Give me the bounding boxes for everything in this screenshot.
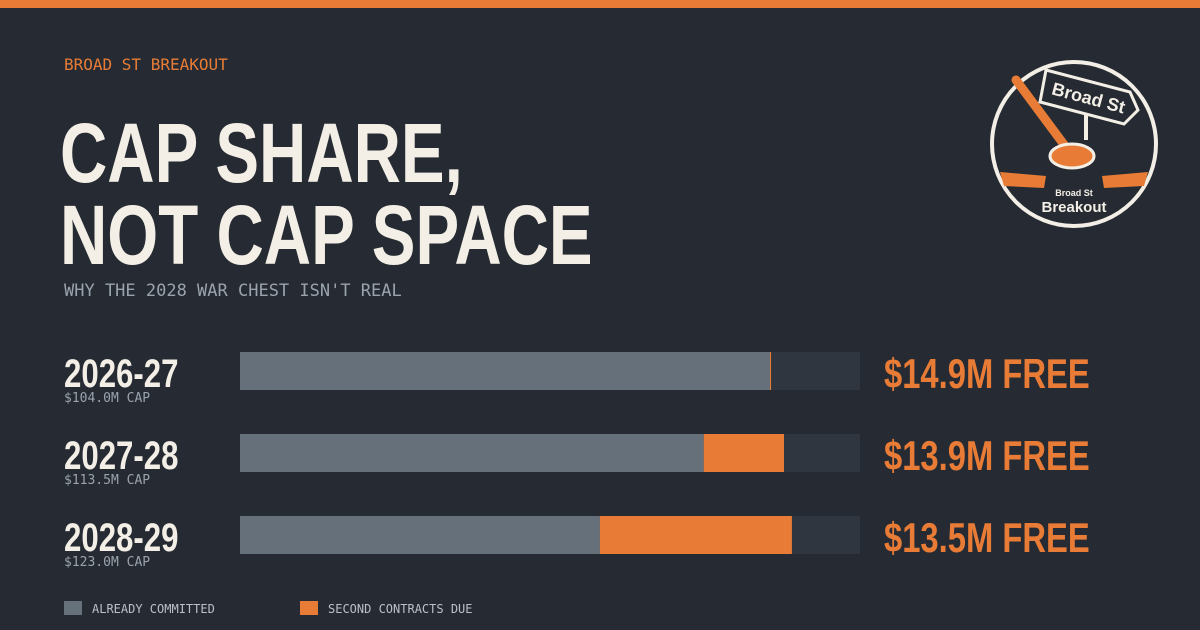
logo-sign (1038, 68, 1140, 126)
cap-label: $104.0M CAP (64, 391, 150, 406)
brand: BROAD ST BREAKOUT (64, 55, 228, 74)
legend-swatch (300, 601, 318, 615)
free-segment (791, 516, 860, 554)
bar-segment (769, 352, 772, 390)
free-label: $13.5M FREE (884, 514, 1090, 561)
cap-label: $113.5M CAP (64, 473, 150, 488)
bar-segment (240, 434, 704, 472)
logo: Broad St Broad St Breakout (990, 60, 1158, 228)
bar-segment (240, 352, 770, 390)
free-segment (771, 352, 860, 390)
year-label-group: 2026-27 (64, 351, 178, 396)
free-segment (784, 434, 860, 472)
logo-small-text: Broad St (1055, 188, 1093, 198)
logo-stick (1011, 75, 1073, 155)
free-label: $13.9M FREE (884, 432, 1090, 479)
bar-segment (240, 516, 600, 554)
logo-blade (1102, 172, 1148, 188)
year-label: 2026-27 (64, 351, 178, 396)
title-line: CAP SHARE, (60, 106, 463, 200)
bar-segment (703, 434, 785, 472)
year-label: 2028-29 (64, 515, 178, 560)
subtitle: WHY THE 2028 WAR CHEST ISN'T REAL (64, 281, 402, 301)
legend-label: ALREADY COMMITTED (92, 602, 215, 616)
free-label-group: $13.9M FREE (884, 432, 1090, 479)
year-label: 2027-28 (64, 433, 178, 478)
free-label-group: $14.9M FREE (884, 350, 1090, 397)
bar-segment (599, 516, 792, 554)
title-line: NOT CAP SPACE (60, 188, 593, 282)
logo-name-text: Breakout (1041, 199, 1106, 216)
legend-swatch (64, 601, 82, 615)
logo-puck (1048, 142, 1096, 170)
title: CAP SHARE, NOT CAP SPACE (60, 106, 593, 282)
year-label-group: 2027-28 (64, 433, 178, 478)
legend-label: SECOND CONTRACTS DUE (328, 602, 473, 616)
logo-blade (1000, 172, 1046, 188)
cap-label: $123.0M CAP (64, 555, 150, 570)
top-stripe (0, 0, 1200, 8)
free-label: $14.9M FREE (884, 350, 1090, 397)
year-label-group: 2028-29 (64, 515, 178, 560)
free-label-group: $13.5M FREE (884, 514, 1090, 561)
